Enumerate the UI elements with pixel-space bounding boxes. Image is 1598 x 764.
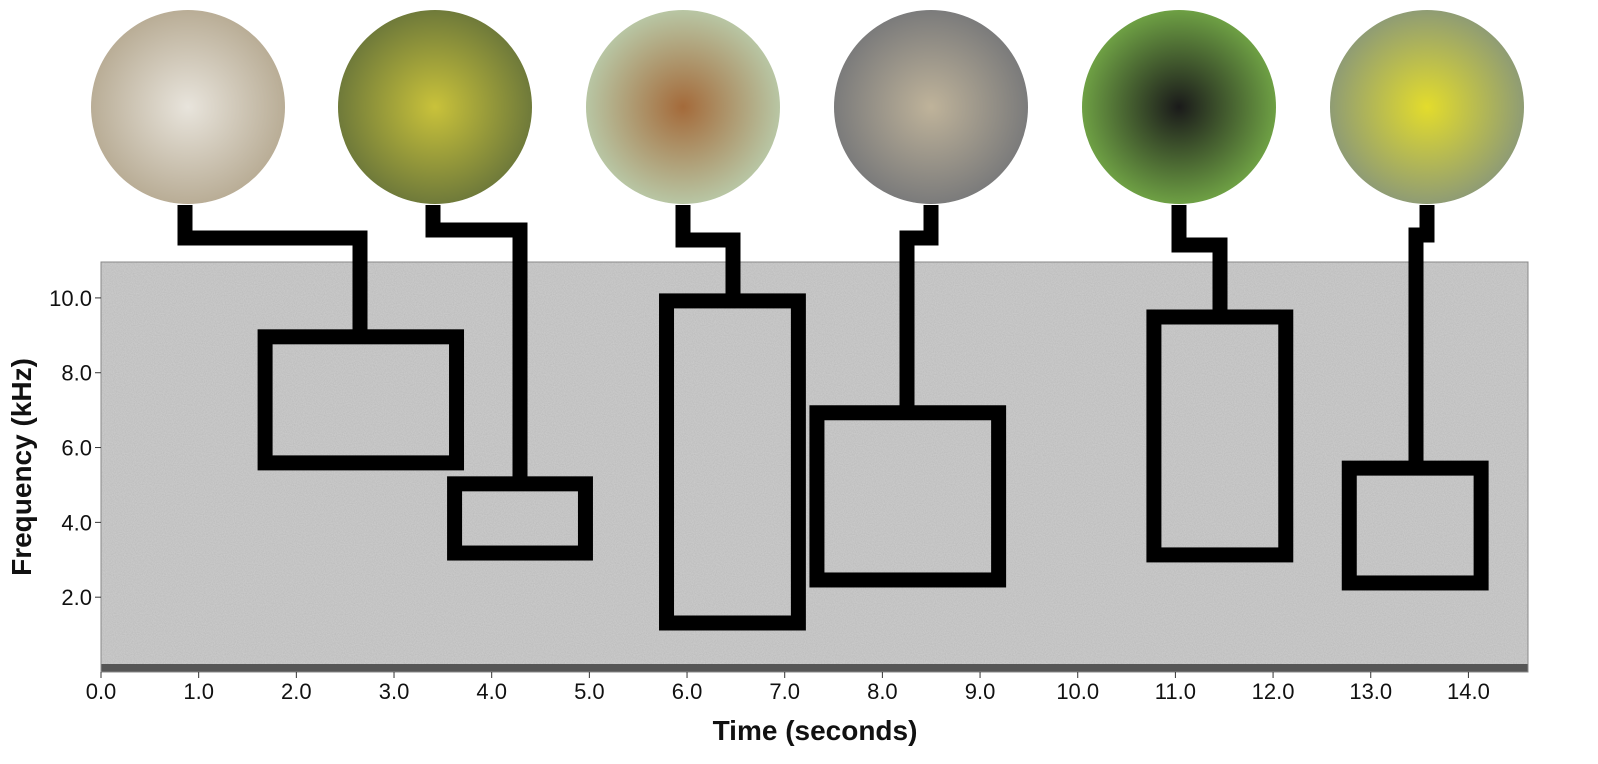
call-box — [1146, 309, 1294, 563]
y-tick-label: 2.0 — [61, 585, 92, 610]
connector — [675, 205, 741, 294]
call-box — [257, 329, 465, 471]
x-tick-label: 6.0 — [672, 679, 703, 704]
y-tick-label: 10.0 — [49, 286, 92, 311]
x-tick-label: 3.0 — [379, 679, 410, 704]
y-tick-label: 8.0 — [61, 361, 92, 386]
x-tick-label: 2.0 — [281, 679, 312, 704]
call-box — [1341, 460, 1489, 591]
y-tick-label: 4.0 — [61, 510, 92, 535]
connector — [425, 205, 528, 477]
connector — [1171, 205, 1228, 310]
x-tick-label: 13.0 — [1349, 679, 1392, 704]
axes: 0.0 1.0 2.0 3.0 4.0 5.0 6.0 7.0 8.0 9.0 10.0 11.0 12… — [49, 286, 1490, 704]
bird-photo — [834, 10, 1028, 204]
x-tick-label: 0.0 — [86, 679, 117, 704]
x-tick-label: 5.0 — [574, 679, 605, 704]
y-axis-title: Frequency (kHz) — [6, 358, 37, 576]
x-tick-label: 11.0 — [1155, 679, 1196, 704]
connector — [899, 205, 939, 406]
x-tick-label: 7.0 — [769, 679, 800, 704]
plot-frame — [100, 261, 1529, 673]
x-tick-label: 14.0 — [1447, 679, 1490, 704]
x-tick-label: 4.0 — [476, 679, 507, 704]
call-box — [447, 476, 593, 561]
bird-photo — [1330, 10, 1524, 204]
bird-photo — [338, 10, 532, 204]
x-tick-label: 12.0 — [1252, 679, 1295, 704]
x-axis-title: Time (seconds) — [713, 715, 918, 746]
y-tick-label: 6.0 — [61, 436, 92, 461]
low-frequency-band — [101, 664, 1528, 672]
bird-photos — [91, 10, 1524, 204]
connectors — [177, 205, 1435, 477]
x-tick-label: 10.0 — [1056, 679, 1099, 704]
bird-photo — [1082, 10, 1276, 204]
connector — [177, 205, 368, 330]
x-tick-label: 9.0 — [965, 679, 996, 704]
call-box — [659, 293, 806, 631]
call-box — [809, 405, 1007, 588]
call-boxes — [257, 293, 1489, 631]
bird-photo — [586, 10, 780, 204]
connector — [1408, 205, 1435, 461]
x-tick-label: 1.0 — [183, 679, 214, 704]
x-tick-label: 8.0 — [867, 679, 898, 704]
bird-photo — [91, 10, 285, 204]
